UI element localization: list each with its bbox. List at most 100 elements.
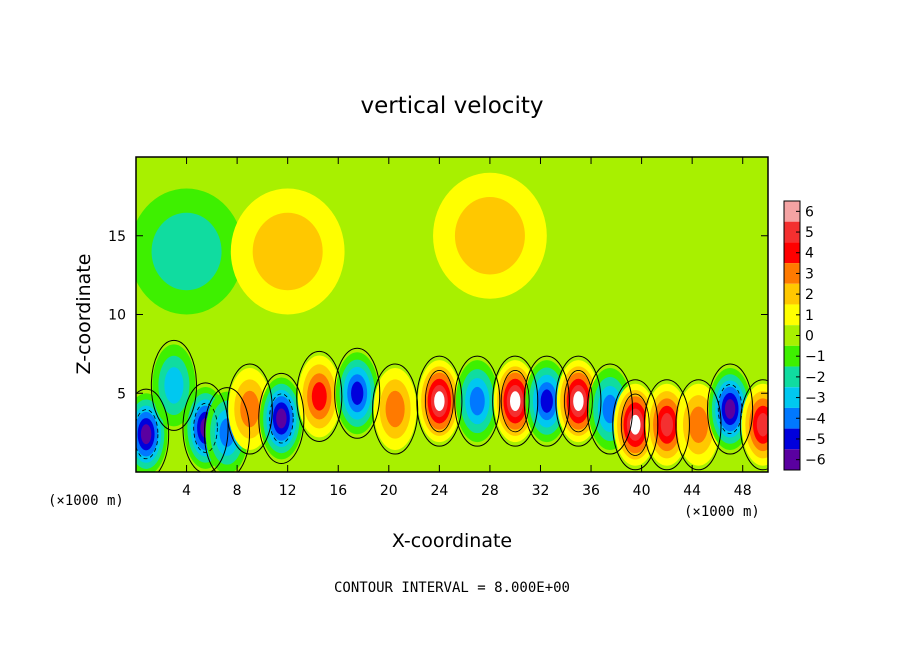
colorbar-swatch <box>784 387 800 408</box>
colorbar-swatch <box>784 283 800 305</box>
contour-line <box>193 402 218 453</box>
contour-line <box>707 363 754 455</box>
colorbar-swatch <box>784 304 800 326</box>
contour-line <box>500 370 530 433</box>
field-level <box>688 406 709 443</box>
field-feature <box>335 352 379 435</box>
contour-line <box>136 388 170 472</box>
x-tick-label: 44 <box>683 483 701 499</box>
contour-line <box>492 355 539 447</box>
x-unit-right: (×1000 m) <box>684 504 760 520</box>
contour-interval-note: CONTOUR INTERVAL = 8.000E+00 <box>334 580 570 596</box>
contour-line <box>226 363 273 455</box>
field-feature <box>708 368 752 450</box>
colorbar-label: −1 <box>805 349 826 365</box>
x-tick-label: 36 <box>582 483 600 499</box>
colorbar-swatch <box>784 345 800 367</box>
colorbar-label: 2 <box>805 287 814 303</box>
field-level <box>252 212 323 291</box>
field-level <box>573 391 584 412</box>
field-level <box>660 413 674 437</box>
x-tick-label: 8 <box>233 483 242 499</box>
contour-line <box>269 393 294 444</box>
colorbar-swatch <box>784 201 800 222</box>
colorbar-label: −2 <box>805 370 826 386</box>
contour-line <box>424 370 454 433</box>
field-feature <box>433 172 547 299</box>
contour-line <box>182 382 229 472</box>
x-tick-label: 24 <box>430 483 448 499</box>
colorbar: 6 5 4 3 2 1 0 −1 −2 −3 −4 −5 −6 <box>783 200 826 471</box>
field-level <box>469 386 485 416</box>
contour-line <box>555 355 602 447</box>
field-feature <box>373 368 417 450</box>
field-level <box>756 413 768 437</box>
colorbar-label: 5 <box>805 225 814 241</box>
contour-line <box>620 393 650 456</box>
field-level <box>240 390 260 428</box>
field-level <box>164 367 184 404</box>
colorbar-swatch <box>784 366 800 388</box>
colorbar-swatch <box>784 263 800 284</box>
field-feature <box>645 383 689 466</box>
colorbar-label: −3 <box>805 391 826 407</box>
field-feature <box>259 377 303 460</box>
y-tick-label: 5 <box>117 386 126 402</box>
x-tick-label: 20 <box>380 483 398 499</box>
field-feature <box>136 188 244 315</box>
x-tick-label: 28 <box>481 483 499 499</box>
contour-line <box>296 350 343 442</box>
contour-line <box>258 372 305 464</box>
field-feature <box>525 360 569 443</box>
colorbar-label: 1 <box>805 308 814 324</box>
contour-line <box>523 355 570 447</box>
contour-line <box>454 355 501 447</box>
colorbar-label: 4 <box>805 246 814 262</box>
contour-line <box>416 355 463 447</box>
field-level <box>434 391 445 412</box>
x-tick-label: 16 <box>329 483 347 499</box>
x-tick-label: 40 <box>633 483 651 499</box>
field-level <box>140 424 152 445</box>
contour-line <box>612 379 659 471</box>
colorbar-swatch <box>784 428 800 450</box>
field-level <box>540 389 553 413</box>
contour-line <box>564 370 593 433</box>
contour-line <box>150 339 197 431</box>
field-feature <box>152 344 196 427</box>
colorbar-label: −4 <box>805 411 826 427</box>
colorbar-swatch <box>784 221 800 243</box>
x-unit-left: (×1000 m) <box>48 493 124 509</box>
colorbar-swatch <box>784 449 800 470</box>
y-tick-label: 10 <box>108 308 126 324</box>
x-tick-label: 12 <box>279 483 297 499</box>
colorbar-label: −6 <box>805 453 826 469</box>
contour-line <box>739 379 768 471</box>
contour-line <box>203 387 251 472</box>
field-feature <box>297 355 341 438</box>
field-level <box>385 390 405 428</box>
contour-line <box>372 363 419 455</box>
field-feature <box>455 360 499 443</box>
contour-line <box>334 347 381 439</box>
x-tick-label: 4 <box>182 483 191 499</box>
colorbar-swatch <box>784 325 800 346</box>
field-level <box>509 391 521 412</box>
field-level <box>276 408 287 429</box>
field-level <box>454 196 525 275</box>
colorbar-label: 3 <box>805 266 814 282</box>
heatmap-field <box>136 157 768 472</box>
colorbar-swatch <box>784 242 800 264</box>
contour-line <box>136 409 159 460</box>
y-axis-label: Z-coordinate <box>73 254 95 375</box>
y-tick-label: 15 <box>108 229 126 245</box>
contour-line <box>643 379 690 471</box>
field-level <box>602 394 618 424</box>
colorbar-label: 6 <box>805 204 814 220</box>
field-level <box>630 414 641 435</box>
field-feature <box>228 368 272 450</box>
contour-line <box>586 363 634 455</box>
contour-line <box>675 379 722 471</box>
x-tick-label: 48 <box>734 483 752 499</box>
